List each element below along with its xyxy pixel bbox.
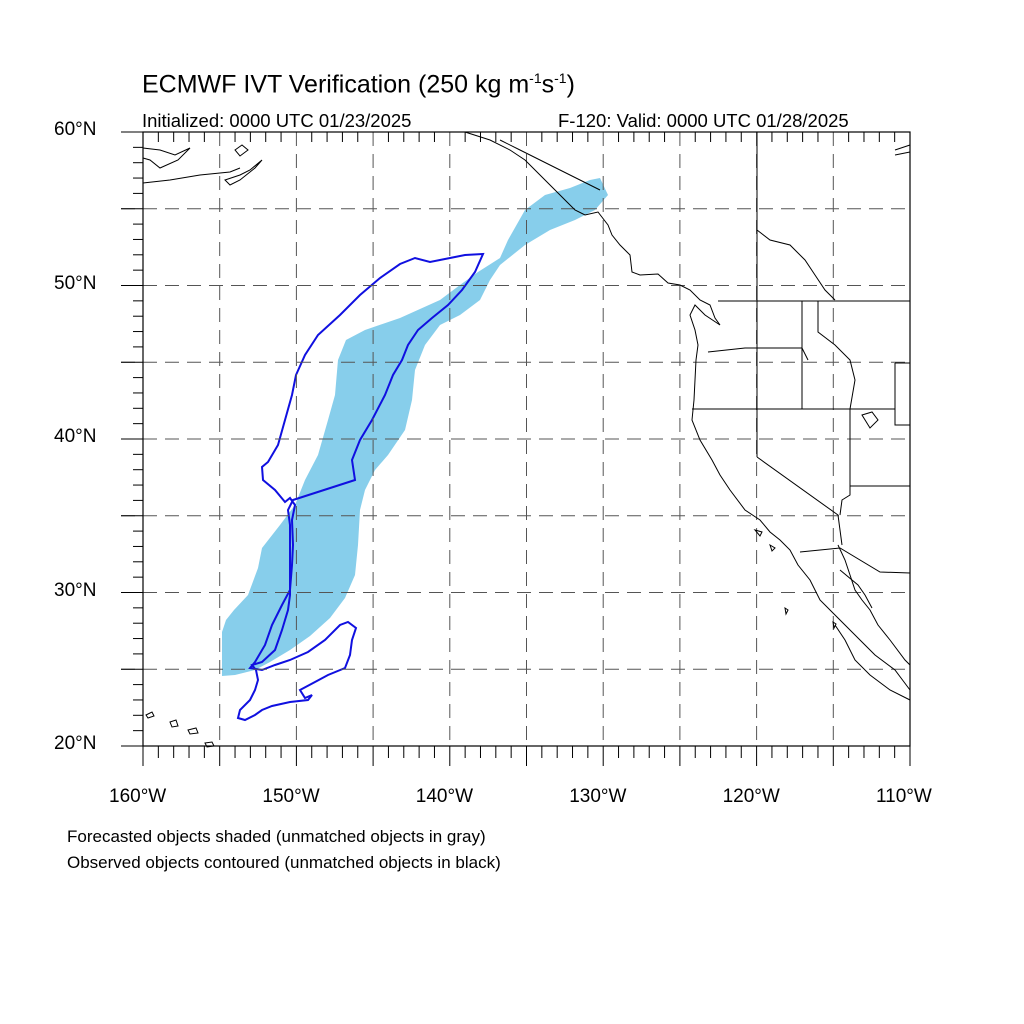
axis-ticks: [121, 131, 911, 766]
chart-title: ECMWF IVT Verification (250 kg m-1s-1): [142, 70, 575, 99]
caption-observed: Observed objects contoured (unmatched ob…: [67, 853, 501, 872]
lat-label: 20°N: [54, 733, 97, 754]
caption-forecast: Forecasted objects shaded (unmatched obj…: [67, 827, 486, 846]
graticule: [121, 132, 910, 746]
lon-label: 140°W: [415, 786, 474, 807]
lon-label: 120°W: [722, 786, 780, 807]
lat-label: 50°N: [54, 272, 97, 294]
lat-label: 40°N: [54, 426, 97, 447]
observed-ivt-contour: [236, 252, 485, 722]
lon-label: 150°W: [262, 786, 320, 807]
coastlines: [142, 131, 911, 748]
forecast-ivt-object: [222, 178, 608, 676]
valid-time-label: F-120: Valid: 0000 UTC 01/28/2025: [558, 110, 849, 131]
init-time-label: Initialized: 0000 UTC 01/23/2025: [142, 110, 412, 131]
lat-label: 30°N: [54, 579, 97, 601]
lon-label: 110°W: [876, 786, 932, 807]
lon-label: 130°W: [569, 786, 627, 807]
lon-label: 160°W: [109, 786, 167, 807]
state-borders: [692, 132, 911, 574]
lat-label: 60°N: [54, 119, 97, 140]
